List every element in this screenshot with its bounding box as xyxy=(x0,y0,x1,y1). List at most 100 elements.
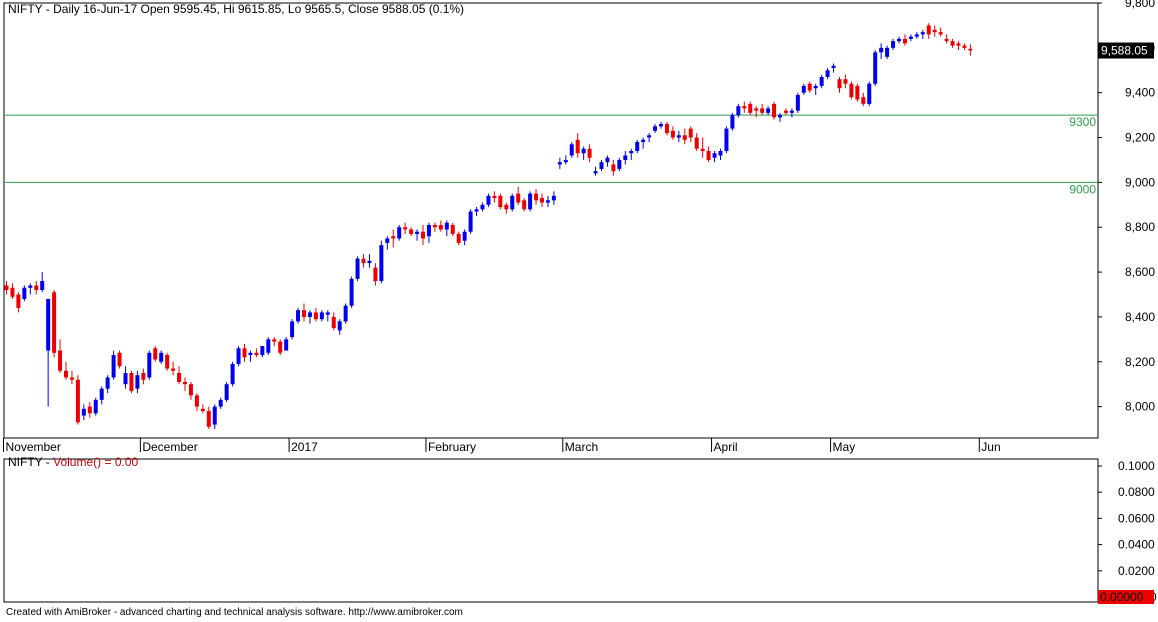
candle[interactable] xyxy=(69,370,74,385)
candle[interactable] xyxy=(355,256,360,282)
candle[interactable] xyxy=(248,350,253,362)
candle[interactable] xyxy=(46,298,51,407)
candle[interactable] xyxy=(587,144,592,163)
candle[interactable] xyxy=(528,191,533,212)
candle[interactable] xyxy=(623,150,628,165)
candle[interactable] xyxy=(819,74,824,89)
candle[interactable] xyxy=(373,263,378,286)
candle[interactable] xyxy=(183,377,187,391)
candle[interactable] xyxy=(93,397,98,416)
candle[interactable] xyxy=(688,126,693,143)
candle[interactable] xyxy=(914,32,919,39)
candle[interactable] xyxy=(938,27,943,37)
candle[interactable] xyxy=(766,106,771,116)
candle[interactable] xyxy=(748,101,753,116)
candle[interactable] xyxy=(736,103,741,118)
candle[interactable] xyxy=(272,337,277,347)
candle[interactable] xyxy=(635,139,640,154)
candle[interactable] xyxy=(956,41,961,51)
candle[interactable] xyxy=(278,339,283,356)
candle[interactable] xyxy=(891,38,896,51)
candle[interactable] xyxy=(313,307,318,322)
candle[interactable] xyxy=(504,202,509,214)
candle[interactable] xyxy=(206,406,211,430)
candle[interactable] xyxy=(438,220,443,232)
candle[interactable] xyxy=(52,290,57,358)
candle[interactable] xyxy=(629,148,634,160)
candle[interactable] xyxy=(22,285,27,302)
candle[interactable] xyxy=(534,189,539,205)
candle[interactable] xyxy=(545,195,550,208)
candle[interactable] xyxy=(908,34,913,42)
candle[interactable] xyxy=(284,337,289,351)
candle[interactable] xyxy=(902,34,907,46)
candle[interactable] xyxy=(343,303,348,324)
candle[interactable] xyxy=(361,254,366,268)
candle[interactable] xyxy=(409,227,414,237)
candle[interactable] xyxy=(825,68,830,80)
candle[interactable] xyxy=(873,50,878,86)
candle[interactable] xyxy=(421,224,425,246)
candle[interactable] xyxy=(730,112,735,131)
candle[interactable] xyxy=(831,63,836,73)
candle[interactable] xyxy=(783,108,788,116)
candle[interactable] xyxy=(456,231,461,246)
candle[interactable] xyxy=(153,346,158,362)
candle[interactable] xyxy=(813,83,818,95)
candle[interactable] xyxy=(897,36,901,44)
candle[interactable] xyxy=(855,83,860,102)
candle[interactable] xyxy=(415,229,420,241)
candle[interactable] xyxy=(177,366,182,385)
candle[interactable] xyxy=(302,303,306,322)
candle[interactable] xyxy=(319,310,324,322)
candle[interactable] xyxy=(34,281,39,295)
candle[interactable] xyxy=(331,312,336,331)
candle[interactable] xyxy=(123,366,128,389)
candle[interactable] xyxy=(224,381,229,403)
candle[interactable] xyxy=(296,307,301,324)
candle[interactable] xyxy=(772,101,777,120)
candle[interactable] xyxy=(647,133,652,143)
candle[interactable] xyxy=(230,361,235,387)
candle[interactable] xyxy=(480,202,485,212)
candle[interactable] xyxy=(403,222,408,234)
candle[interactable] xyxy=(867,81,872,107)
candle[interactable] xyxy=(861,92,866,107)
candle[interactable] xyxy=(266,337,271,356)
candle[interactable] xyxy=(290,319,295,340)
candle[interactable] xyxy=(724,126,729,154)
candle[interactable] xyxy=(444,220,449,237)
candle[interactable] xyxy=(141,368,146,385)
candle[interactable] xyxy=(801,83,806,95)
candle[interactable] xyxy=(718,148,723,160)
candle[interactable] xyxy=(236,346,241,367)
candle[interactable] xyxy=(569,142,574,158)
candle[interactable] xyxy=(200,404,205,414)
candle[interactable] xyxy=(843,74,848,89)
candle[interactable] xyxy=(462,229,467,246)
candle[interactable] xyxy=(111,350,116,380)
candle[interactable] xyxy=(129,370,134,394)
candle[interactable] xyxy=(653,124,658,134)
candle[interactable] xyxy=(10,283,15,299)
candle[interactable] xyxy=(474,207,479,217)
candle[interactable] xyxy=(700,137,705,158)
candle[interactable] xyxy=(492,191,497,203)
candle[interactable] xyxy=(664,121,669,136)
candle[interactable] xyxy=(432,222,437,232)
candle[interactable] xyxy=(557,157,562,169)
candle[interactable] xyxy=(385,236,390,250)
candle[interactable] xyxy=(926,23,931,39)
candle[interactable] xyxy=(581,146,586,160)
candle[interactable] xyxy=(468,209,473,234)
candle[interactable] xyxy=(605,155,610,167)
candle[interactable] xyxy=(760,103,765,116)
candle[interactable] xyxy=(367,254,372,268)
candle[interactable] xyxy=(188,381,193,400)
candle[interactable] xyxy=(426,222,431,243)
candle[interactable] xyxy=(4,281,9,295)
candle[interactable] xyxy=(105,375,110,394)
candle[interactable] xyxy=(879,43,884,60)
candle[interactable] xyxy=(87,402,92,418)
candle[interactable] xyxy=(498,193,503,210)
